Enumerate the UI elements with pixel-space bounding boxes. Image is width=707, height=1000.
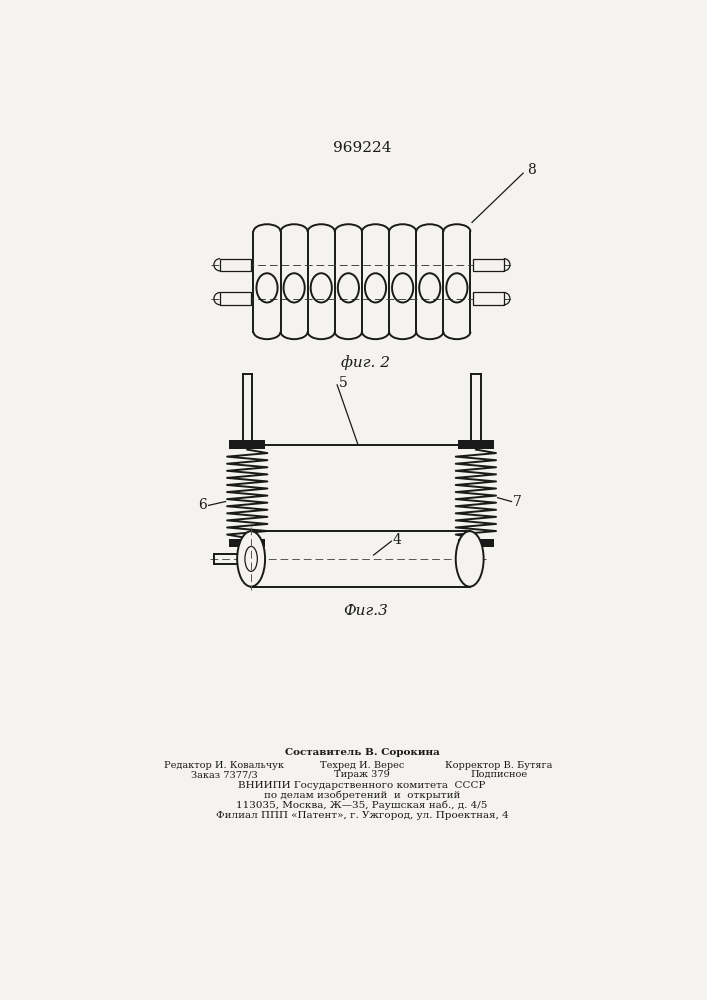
Ellipse shape [237, 531, 265, 587]
Text: Составитель В. Сорокина: Составитель В. Сорокина [285, 748, 439, 757]
Bar [458, 539, 493, 547]
Text: Редактор И. Ковальчук: Редактор И. Ковальчук [164, 761, 284, 770]
Bar [230, 539, 265, 547]
Text: Техред И. Верес: Техред И. Верес [320, 761, 404, 770]
Ellipse shape [456, 531, 484, 587]
Text: ВНИИПИ Государственного комитета  СССР: ВНИИПИ Государственного комитета СССР [238, 781, 486, 790]
Text: 969224: 969224 [333, 141, 391, 155]
Text: фиг. 2: фиг. 2 [341, 355, 390, 370]
Text: 5: 5 [339, 376, 347, 390]
Text: Тираж 379: Тираж 379 [334, 770, 390, 779]
Bar [473, 259, 504, 271]
Bar [473, 292, 504, 305]
Text: 7: 7 [513, 495, 522, 509]
Text: 6: 6 [198, 498, 207, 512]
Text: по делам изобретений  и  открытий: по делам изобретений и открытий [264, 791, 460, 800]
Text: 4: 4 [393, 533, 402, 547]
Text: Филиал ППП «Патент», г. Ужгород, ул. Проектная, 4: Филиал ППП «Патент», г. Ужгород, ул. Про… [216, 811, 508, 820]
Text: Заказ 7377/3: Заказ 7377/3 [191, 770, 257, 779]
Bar [230, 440, 265, 449]
Text: Фиг.3: Фиг.3 [344, 604, 388, 618]
Text: 113035, Москва, Ж—35, Раушская наб., д. 4/5: 113035, Москва, Ж—35, Раушская наб., д. … [236, 801, 488, 810]
Text: Подписное: Подписное [471, 770, 527, 779]
Bar [458, 440, 493, 449]
Bar [220, 259, 251, 271]
Text: 8: 8 [527, 163, 536, 177]
Bar [220, 292, 251, 305]
Text: Корректор В. Бутяга: Корректор В. Бутяга [445, 761, 553, 770]
